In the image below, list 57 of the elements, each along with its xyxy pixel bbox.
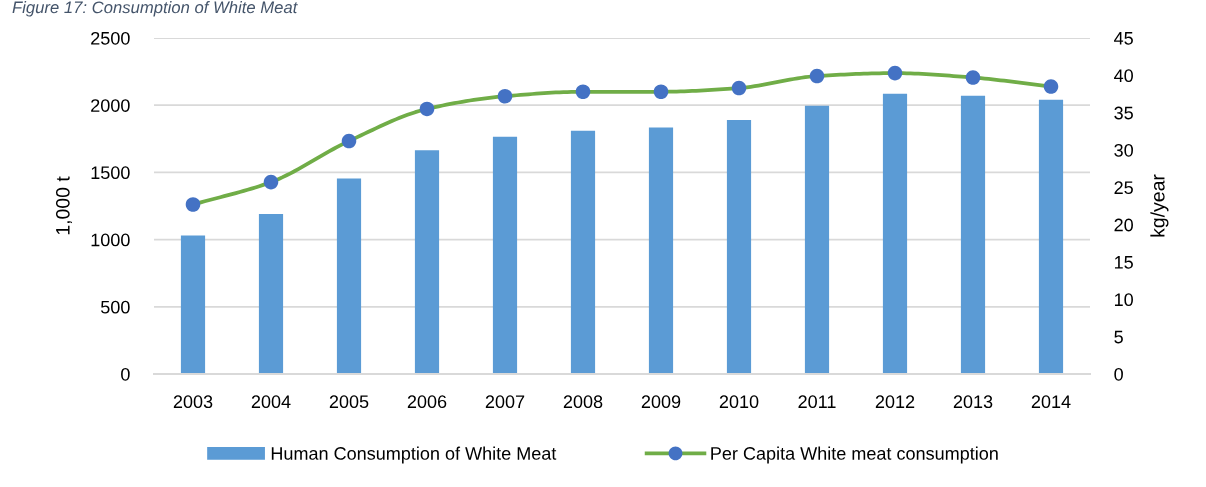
y-tick-label: 2000	[91, 99, 130, 112]
y-tick-label: 1000	[91, 233, 130, 247]
point	[965, 70, 981, 85]
y2-tick-label: 25	[1114, 181, 1133, 195]
x-tick-label: 2003	[173, 395, 213, 409]
bar	[258, 214, 284, 374]
bar	[570, 130, 596, 374]
y-tick-label: 0	[121, 367, 130, 381]
bar	[180, 235, 206, 374]
y2-axis-title: kg/year	[1150, 174, 1169, 237]
legend-label: Per Capita White meat consumption	[711, 446, 998, 464]
bar	[492, 136, 518, 374]
y2-tick-label: 45	[1114, 32, 1133, 45]
point	[419, 101, 435, 117]
bar	[1038, 99, 1064, 374]
point	[887, 65, 903, 81]
bar	[726, 119, 752, 374]
point	[497, 88, 513, 104]
x-tick-label: 2006	[407, 395, 447, 409]
y2-tick-label: 10	[1114, 293, 1133, 307]
x-tick-label: 2009	[641, 395, 681, 409]
point	[731, 80, 747, 96]
bar	[882, 93, 908, 374]
point	[185, 197, 201, 212]
x-tick-label: 2013	[953, 395, 993, 409]
bar	[960, 95, 986, 374]
legend-label: Human Consumption of White Meat	[271, 446, 557, 464]
bar	[648, 127, 674, 374]
y-tick-label: 500	[100, 300, 130, 314]
y2-tick-label: 20	[1114, 218, 1133, 232]
y2-tick-label: 15	[1114, 256, 1133, 269]
point	[1043, 79, 1059, 94]
x-tick-label: 2008	[563, 395, 603, 409]
bar	[414, 150, 440, 374]
y2-tick-label: 30	[1114, 143, 1133, 157]
y-tick-label: 2500	[91, 31, 130, 45]
bar	[336, 178, 362, 374]
point	[653, 84, 669, 100]
point	[263, 174, 279, 190]
x-tick-label: 2007	[485, 395, 525, 409]
x-tick-label: 2005	[329, 395, 369, 409]
x-tick-label: 2010	[719, 395, 759, 409]
point	[575, 84, 591, 100]
x-tick-label: 2011	[798, 395, 836, 409]
bar	[804, 105, 830, 374]
y-tick-label: 1500	[91, 166, 130, 180]
y2-tick-label: 5	[1114, 330, 1123, 344]
y2-tick-label: 0	[1114, 367, 1123, 381]
point	[341, 133, 357, 149]
x-tick-label: 2012	[875, 395, 915, 409]
x-tick-label: 2004	[251, 395, 291, 409]
chart-title: Figure 17: Consumption of White Meat	[12, 1, 298, 17]
x-tick-label: 2014	[1031, 395, 1071, 409]
y2-tick-label: 40	[1114, 69, 1133, 83]
y2-tick-label: 35	[1114, 106, 1133, 120]
y-axis-title: 1,000 t	[55, 176, 73, 235]
point	[809, 68, 825, 84]
